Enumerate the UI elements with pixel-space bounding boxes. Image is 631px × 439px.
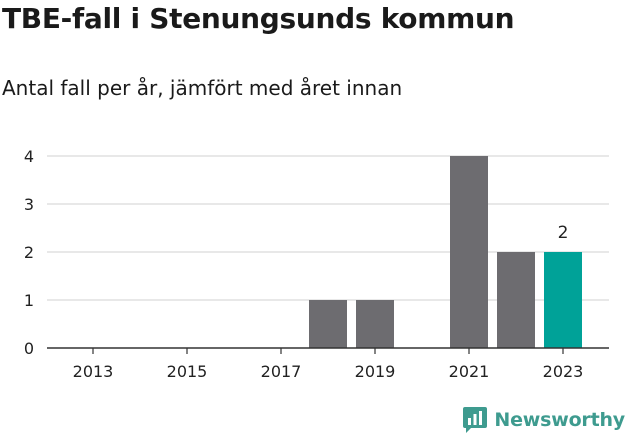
bar-2022	[497, 252, 535, 348]
bar-chart-speech-icon	[463, 407, 488, 433]
data-labels: 2	[558, 223, 569, 243]
bar-2018	[309, 300, 347, 348]
brand-name: Newsworthy	[494, 409, 625, 431]
chart-title: TBE-fall i Stenungsunds kommun	[2, 2, 515, 35]
x-tick-label-2023: 2023	[543, 362, 584, 381]
x-axis-tick-labels: 2013 2015 2017 2019 2021 2023	[73, 348, 584, 381]
bar-2019	[356, 300, 394, 348]
y-tick-label-0: 0	[24, 339, 34, 358]
y-tick-label-4: 4	[24, 147, 34, 166]
x-tick-label-2017: 2017	[261, 362, 302, 381]
chart-subtitle: Antal fall per år, jämfört med året inna…	[2, 76, 403, 100]
x-tick-label-2021: 2021	[449, 362, 490, 381]
y-tick-label-2: 2	[24, 243, 34, 262]
y-tick-label-1: 1	[24, 291, 34, 310]
data-label-2023: 2	[558, 223, 569, 243]
y-axis-tick-labels: 0 1 2 3 4	[24, 147, 34, 358]
bars	[309, 156, 582, 348]
bar-2021	[450, 156, 488, 348]
x-tick-label-2013: 2013	[73, 362, 114, 381]
newsworthy-logo: Newsworthy	[462, 406, 625, 434]
x-tick-label-2015: 2015	[167, 362, 208, 381]
bar-2023	[544, 252, 582, 348]
y-tick-label-3: 3	[24, 195, 34, 214]
x-tick-label-2019: 2019	[355, 362, 396, 381]
